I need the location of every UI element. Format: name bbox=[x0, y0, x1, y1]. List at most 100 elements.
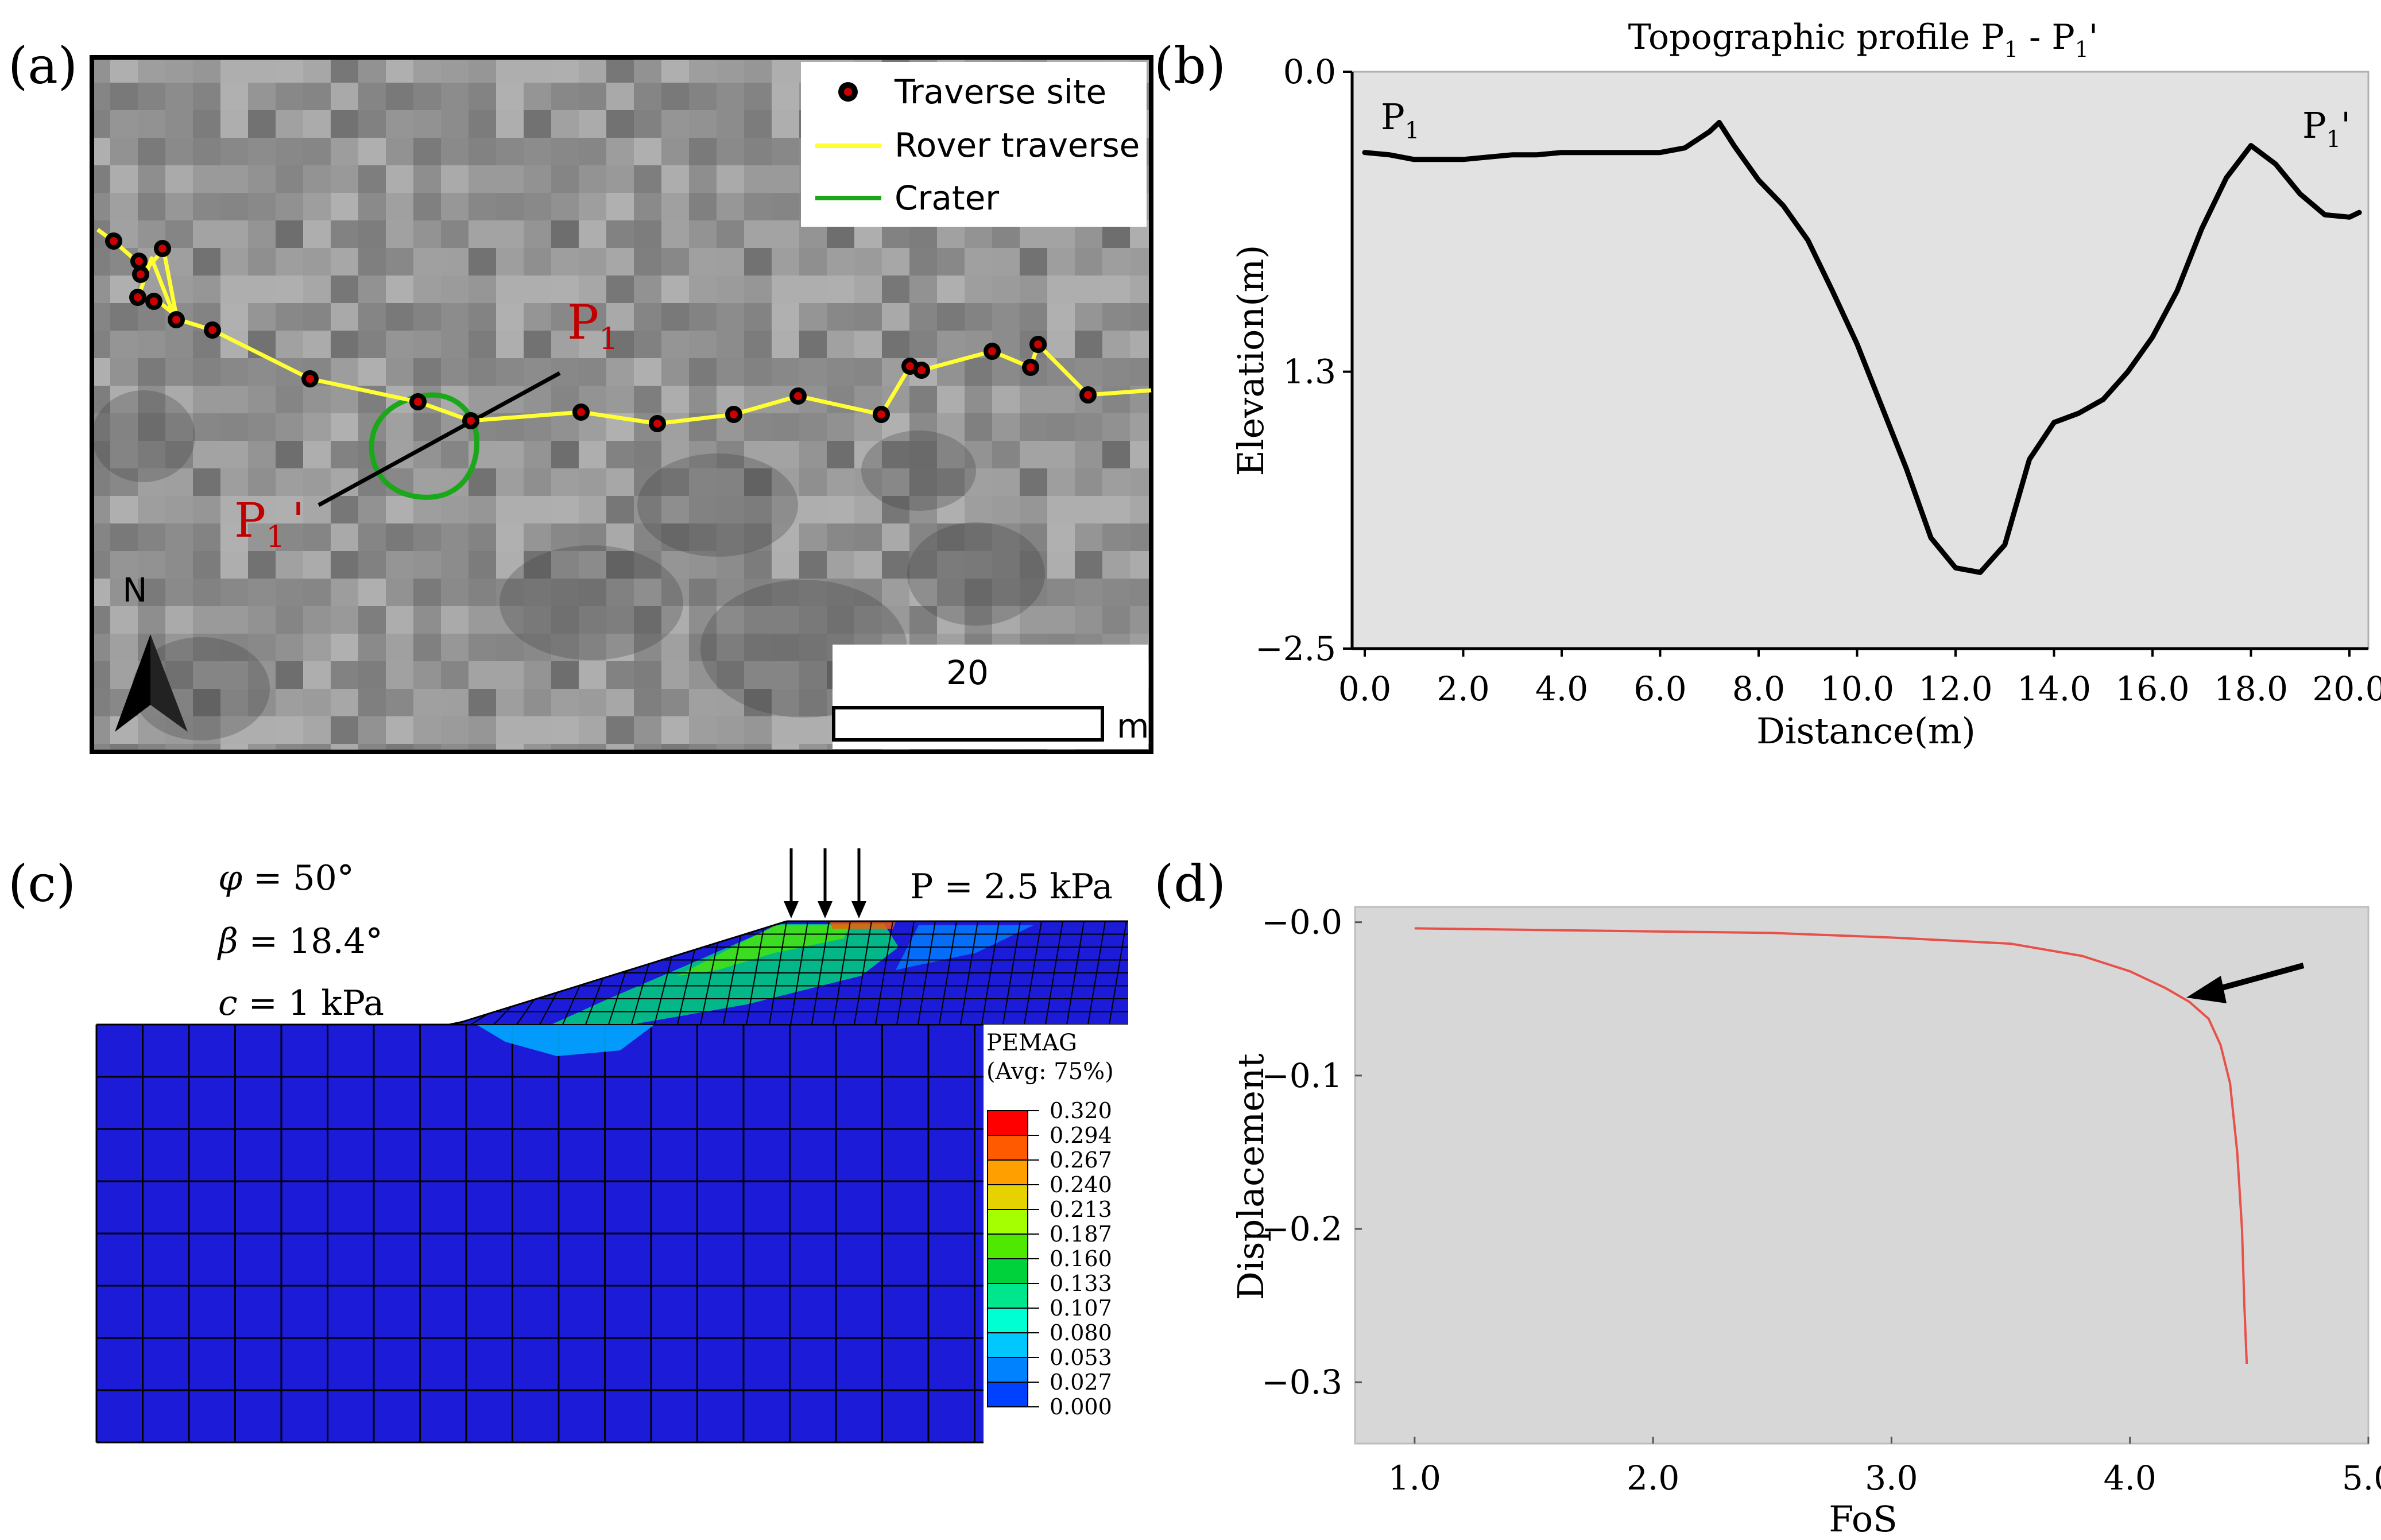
chart-b-xlabel: Distance(m) bbox=[1756, 710, 1976, 752]
load-arrow-icon bbox=[851, 901, 866, 918]
chart-b-x-tick-label: 0.0 bbox=[1338, 669, 1391, 708]
rover-traverse-line bbox=[96, 228, 1152, 426]
fe-legend-swatch bbox=[987, 1184, 1028, 1210]
panel-d-fos-chart: 1.0 2.0 3.0 4.0 5.0 −0.0 −0.1 −0.2 −0.3 FoS Disp… bbox=[1230, 903, 2381, 1540]
chart-d-series-line bbox=[1414, 927, 2248, 1364]
profile-line bbox=[318, 371, 561, 507]
chart-d-y-tick-label: −0.2 bbox=[1261, 1209, 1342, 1248]
pointer-arrow-icon bbox=[2186, 976, 2227, 1003]
fe-legend-swatch bbox=[987, 1159, 1028, 1185]
load-arrow-icon bbox=[784, 901, 799, 918]
panel-label-b: (b) bbox=[1154, 36, 1226, 95]
load-label: P = 2.5 kPa bbox=[910, 867, 1113, 907]
fe-legend-swatch bbox=[987, 1357, 1028, 1383]
chart-d-x-tick-label: 5.0 bbox=[2342, 1458, 2381, 1498]
load-arrows bbox=[784, 848, 866, 918]
traverse-site-marker bbox=[789, 387, 807, 405]
chart-b-y-tick-label: −2.5 bbox=[1255, 629, 1336, 668]
chart-b-x-tick-label: 4.0 bbox=[1535, 669, 1588, 708]
traverse-site-marker bbox=[572, 404, 590, 421]
north-label: N bbox=[122, 571, 147, 610]
legend-crater-label: Crater bbox=[895, 179, 999, 218]
chart-b-x-tick-label: 20.0 bbox=[2312, 669, 2381, 708]
fe-mesh-front bbox=[95, 1023, 984, 1444]
fe-legend-value: 0.160 bbox=[1050, 1246, 1112, 1271]
map-label-p1: P1 bbox=[567, 296, 618, 356]
panel-a-map: P1 P1 ' Traverse site Rover traverse Crat… bbox=[90, 55, 1153, 754]
panel-b-profile-chart: Topographic profile P1 - P1' P1 P1' 0.0 2… bbox=[1230, 17, 2381, 752]
chart-b-plot-area bbox=[1351, 71, 2370, 650]
fe-legend-value: 0.294 bbox=[1050, 1123, 1112, 1148]
panel-label-d: (d) bbox=[1154, 854, 1226, 913]
traverse-site-marker bbox=[873, 406, 890, 423]
fe-legend-swatch bbox=[987, 1233, 1028, 1259]
traverse-site-marker bbox=[984, 343, 1001, 360]
chart-b-x-tick-label: 10.0 bbox=[1820, 669, 1894, 708]
fe-legend-swatch bbox=[987, 1283, 1028, 1309]
traverse-sites bbox=[105, 232, 1097, 432]
fe-legend-swatch bbox=[987, 1110, 1028, 1136]
legend-site-label: Traverse site bbox=[894, 72, 1106, 111]
scale-bar bbox=[832, 706, 1104, 742]
fe-legend-value: 0.080 bbox=[1050, 1320, 1112, 1345]
panel-label-a: (a) bbox=[8, 36, 78, 95]
traverse-site-marker bbox=[154, 240, 171, 257]
chart-b-y-tick-label: 0.0 bbox=[1283, 52, 1336, 91]
panel-c-fe-model: φ = 50° β = 18.4° c = 1 kPa P = 2.5 kPa … bbox=[95, 848, 1128, 1444]
traverse-site-marker bbox=[129, 289, 146, 306]
chart-b-y-tick-label: 1.3 bbox=[1283, 352, 1336, 391]
fe-legend-value: 0.240 bbox=[1050, 1172, 1112, 1197]
param-beta: β = 18.4° bbox=[217, 921, 383, 961]
chart-d-y-tick-label: −0.0 bbox=[1261, 903, 1342, 942]
chart-b-x-tick-label: 2.0 bbox=[1437, 669, 1489, 708]
traverse-site-marker bbox=[1079, 386, 1097, 404]
legend-traverse-label: Rover traverse bbox=[895, 126, 1140, 165]
fe-legend-title: PEMAG bbox=[986, 1030, 1077, 1056]
chart-b-start-label: P1 bbox=[1381, 96, 1419, 144]
north-arrow-icon bbox=[115, 634, 150, 732]
chart-b-series-line bbox=[1362, 119, 2362, 575]
fe-legend-value: 0.107 bbox=[1050, 1295, 1112, 1321]
map-label-p1-prime: P1 ' bbox=[234, 494, 305, 554]
chart-b-x-tick-label: 14.0 bbox=[2017, 669, 2091, 708]
load-arrow-icon bbox=[818, 901, 833, 918]
chart-d-x-tick-label: 3.0 bbox=[1865, 1458, 1918, 1498]
chart-d-y-tick-label: −0.3 bbox=[1261, 1363, 1342, 1402]
fe-strain-band bbox=[551, 924, 899, 1025]
chart-d-xlabel: FoS bbox=[1829, 1498, 1897, 1540]
chart-d-x-tick-label: 4.0 bbox=[2104, 1458, 2157, 1498]
panel-label-c: (c) bbox=[8, 854, 76, 913]
fe-legend-value: 0.133 bbox=[1050, 1271, 1112, 1296]
traverse-site-marker bbox=[168, 311, 185, 328]
fe-legend-value: 0.320 bbox=[1050, 1098, 1112, 1123]
param-cohesion: c = 1 kPa bbox=[218, 983, 384, 1023]
traverse-site-marker bbox=[462, 412, 479, 429]
traverse-site-marker bbox=[913, 362, 930, 379]
chart-d-ylabel: Displacement bbox=[1230, 1053, 1272, 1300]
scale-unit: m bbox=[1117, 707, 1149, 746]
chart-b-x-tick-label: 12.0 bbox=[1918, 669, 1992, 708]
traverse-site-marker bbox=[130, 253, 148, 270]
fe-legend-swatch bbox=[987, 1135, 1028, 1161]
traverse-site-marker bbox=[145, 293, 162, 310]
chart-b-ylabel: Elevation(m) bbox=[1230, 245, 1272, 476]
scale-value: 20 bbox=[946, 653, 989, 692]
fe-legend-swatch bbox=[987, 1382, 1028, 1407]
chart-d-y-tick-label: −0.1 bbox=[1261, 1056, 1342, 1095]
fe-legend-scale: 0.3200.2940.2670.2400.2130.1870.1600.133… bbox=[987, 1098, 1112, 1419]
chart-d-marks: 1.0 2.0 3.0 4.0 5.0 −0.0 −0.1 −0.2 −0.3 bbox=[1261, 903, 2381, 1498]
chart-b-x-tick-label: 16.0 bbox=[2115, 669, 2189, 708]
fe-legend-swatch bbox=[987, 1258, 1028, 1284]
chart-d-x-tick-label: 1.0 bbox=[1388, 1458, 1441, 1498]
chart-b-x-tick-label: 6.0 bbox=[1633, 669, 1686, 708]
param-phi: φ = 50° bbox=[218, 858, 354, 898]
fe-legend-value: 0.000 bbox=[1050, 1394, 1112, 1419]
fe-legend-value: 0.053 bbox=[1050, 1345, 1112, 1370]
fe-legend-swatch bbox=[987, 1332, 1028, 1358]
traverse-site-marker bbox=[725, 406, 742, 423]
fe-legend-value: 0.187 bbox=[1050, 1221, 1112, 1247]
fe-legend-subtitle: (Avg: 75%) bbox=[986, 1058, 1114, 1085]
chart-b-end-label: P1' bbox=[2302, 104, 2351, 153]
fe-legend-value: 0.213 bbox=[1050, 1197, 1112, 1222]
chart-b-x-tick-label: 18.0 bbox=[2214, 669, 2288, 708]
